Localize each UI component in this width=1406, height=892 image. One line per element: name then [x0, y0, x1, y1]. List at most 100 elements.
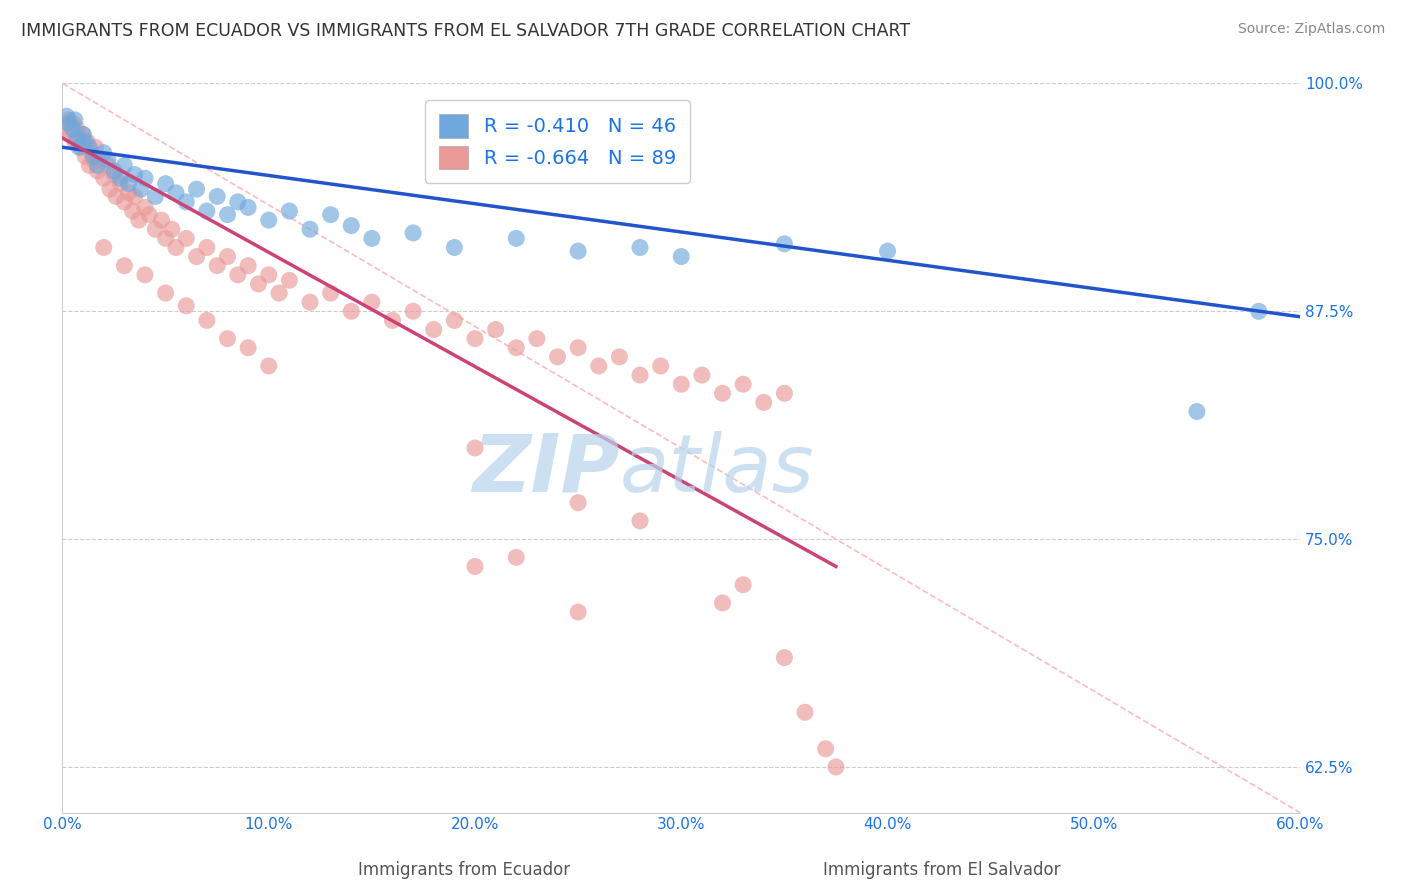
Point	[121, 204, 143, 219]
Point	[609, 350, 631, 364]
Point	[236, 341, 259, 355]
Point	[205, 189, 228, 203]
Point	[80, 145, 103, 160]
Point	[103, 164, 125, 178]
Point	[66, 122, 89, 136]
Text: ZIP: ZIP	[472, 431, 620, 508]
Point	[690, 368, 713, 382]
Point	[70, 140, 93, 154]
Point	[217, 250, 239, 264]
Point	[134, 200, 156, 214]
Point	[773, 236, 796, 251]
Point	[174, 231, 197, 245]
Point	[155, 231, 177, 245]
Point	[124, 168, 146, 182]
Point	[505, 550, 527, 565]
Point	[773, 650, 796, 665]
Point	[567, 244, 589, 259]
Point	[89, 153, 111, 167]
Point	[505, 231, 527, 245]
Point	[97, 158, 120, 172]
Point	[567, 605, 589, 619]
Point	[298, 222, 321, 236]
Point	[505, 341, 527, 355]
Point	[464, 441, 486, 455]
Point	[794, 706, 817, 720]
Point	[1185, 404, 1208, 418]
Point	[257, 213, 280, 227]
Text: Immigrants from Ecuador: Immigrants from Ecuador	[359, 861, 569, 879]
Point	[567, 496, 589, 510]
Point	[84, 140, 107, 154]
Point	[257, 359, 280, 373]
Point	[247, 277, 270, 291]
Point	[63, 135, 86, 149]
Point	[134, 268, 156, 282]
Point	[464, 332, 486, 346]
Point	[160, 222, 183, 236]
Point	[711, 386, 734, 401]
Point	[155, 286, 177, 301]
Point	[547, 350, 569, 364]
Point	[174, 299, 197, 313]
Point	[79, 140, 101, 154]
Point	[752, 395, 775, 409]
Text: atlas: atlas	[620, 431, 814, 508]
Point	[340, 219, 363, 233]
Point	[105, 189, 128, 203]
Point	[93, 240, 115, 254]
Point	[186, 250, 208, 264]
Point	[110, 177, 132, 191]
Point	[195, 313, 218, 327]
Point	[733, 577, 755, 591]
Point	[671, 377, 693, 392]
Point	[138, 208, 160, 222]
Point	[443, 313, 465, 327]
Point	[186, 182, 208, 196]
Point	[485, 322, 508, 336]
Point	[733, 377, 755, 392]
Point	[773, 386, 796, 401]
Point	[402, 226, 425, 240]
Point	[236, 259, 259, 273]
Point	[103, 168, 125, 182]
Point	[567, 341, 589, 355]
Point	[93, 171, 115, 186]
Point	[76, 135, 98, 149]
Point	[278, 273, 301, 287]
Point	[195, 240, 218, 254]
Point	[143, 189, 166, 203]
Point	[1247, 304, 1270, 318]
Point	[825, 760, 848, 774]
Legend: R = -0.410   N = 46, R = -0.664   N = 89: R = -0.410 N = 46, R = -0.664 N = 89	[426, 101, 689, 183]
Point	[236, 200, 259, 214]
Point	[340, 304, 363, 318]
Point	[117, 186, 139, 200]
Point	[298, 295, 321, 310]
Point	[628, 368, 651, 382]
Point	[650, 359, 672, 373]
Point	[82, 153, 104, 167]
Point	[62, 122, 84, 136]
Point	[72, 128, 94, 142]
Point	[319, 286, 342, 301]
Point	[62, 116, 84, 130]
Point	[134, 171, 156, 186]
Point	[66, 131, 89, 145]
Point	[278, 204, 301, 219]
Point	[267, 286, 290, 301]
Point	[588, 359, 610, 373]
Point	[443, 240, 465, 254]
Text: Source: ZipAtlas.com: Source: ZipAtlas.com	[1237, 22, 1385, 37]
Point	[82, 149, 104, 163]
Point	[63, 112, 86, 127]
Point	[129, 182, 152, 196]
Point	[59, 128, 82, 142]
Point	[423, 322, 446, 336]
Point	[402, 304, 425, 318]
Point	[526, 332, 548, 346]
Point	[97, 153, 120, 167]
Point	[67, 140, 90, 154]
Point	[112, 259, 135, 273]
Point	[205, 259, 228, 273]
